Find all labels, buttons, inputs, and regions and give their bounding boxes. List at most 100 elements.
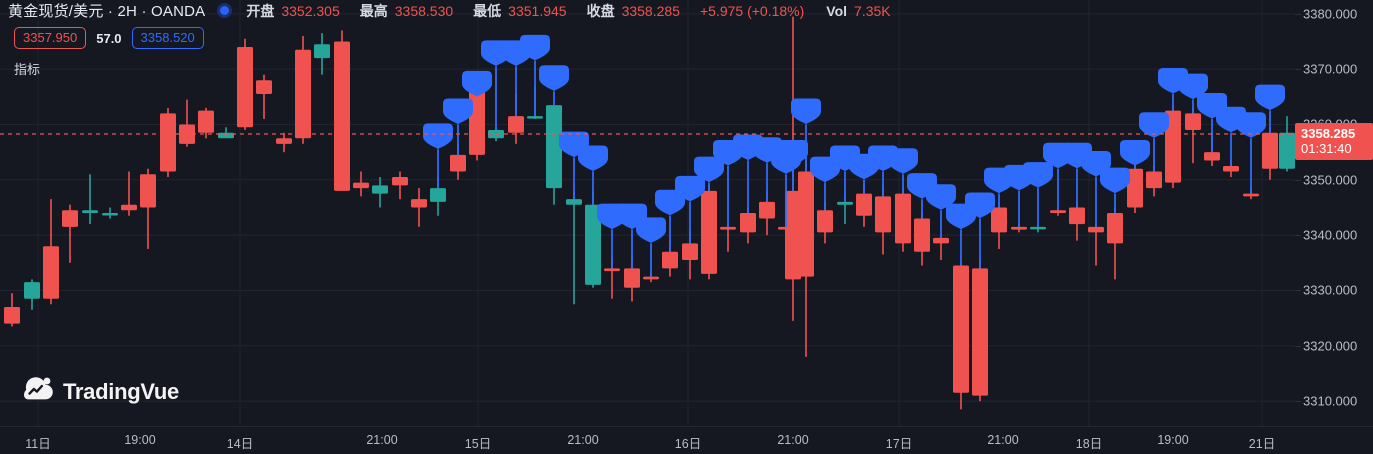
candle[interactable]	[798, 160, 814, 357]
candle[interactable]	[953, 262, 969, 410]
candle[interactable]	[160, 107, 176, 178]
candle[interactable]	[295, 35, 311, 144]
candle[interactable]	[1279, 116, 1295, 172]
candle[interactable]	[121, 171, 137, 216]
candle[interactable]	[701, 185, 717, 280]
candle-body	[1262, 132, 1278, 169]
marker-shield	[888, 148, 918, 175]
signal-marker[interactable]	[539, 65, 569, 106]
candle[interactable]	[276, 132, 292, 153]
signal-marker[interactable]	[1236, 112, 1266, 194]
signal-marker[interactable]	[675, 175, 705, 244]
signal-marker[interactable]	[578, 145, 608, 205]
candle[interactable]	[353, 171, 369, 197]
signal-marker[interactable]	[752, 137, 782, 202]
candle-body	[740, 213, 756, 233]
candle[interactable]	[546, 105, 562, 205]
candle-body	[1050, 210, 1066, 213]
candle[interactable]	[411, 188, 427, 227]
candle[interactable]	[102, 207, 118, 219]
candle-body	[121, 204, 137, 211]
cloud-chart-icon	[24, 376, 54, 407]
signal-marker[interactable]	[778, 139, 808, 191]
candle[interactable]	[24, 279, 40, 310]
candle[interactable]	[895, 188, 911, 252]
signal-marker[interactable]	[694, 156, 724, 191]
candle[interactable]	[1165, 105, 1181, 189]
candle-body	[1146, 171, 1162, 189]
signal-marker[interactable]	[636, 217, 666, 277]
signal-marker[interactable]	[443, 98, 473, 155]
candle[interactable]	[218, 127, 234, 139]
candle[interactable]	[1127, 163, 1143, 213]
marker-shield	[926, 184, 956, 211]
candle-body	[643, 276, 659, 280]
candle[interactable]	[4, 293, 20, 327]
signal-marker[interactable]	[1255, 84, 1285, 133]
candle-body	[682, 243, 698, 261]
candle[interactable]	[82, 174, 98, 225]
candle-body	[256, 80, 272, 95]
signal-marker[interactable]	[423, 123, 453, 189]
bar-countdown: 01:31:40	[1301, 140, 1352, 156]
signal-marker[interactable]	[462, 70, 492, 97]
candlestick-svg[interactable]	[0, 0, 1295, 426]
candle[interactable]	[43, 199, 59, 305]
signal-marker[interactable]	[965, 192, 995, 269]
candle[interactable]	[314, 33, 330, 75]
signal-marker[interactable]	[520, 34, 550, 117]
marker-shield	[1023, 162, 1053, 189]
candle[interactable]	[140, 168, 156, 249]
time-tick-label: 19:00	[124, 433, 156, 447]
candle[interactable]	[914, 213, 930, 266]
candle-body	[4, 307, 20, 324]
time-tick-label: 21:00	[987, 433, 1019, 447]
signal-marker[interactable]	[1081, 151, 1111, 227]
candle-body	[237, 47, 253, 128]
candle[interactable]	[1069, 201, 1085, 241]
candle[interactable]	[392, 171, 408, 200]
marker-shield	[655, 189, 685, 216]
price-axis[interactable]: 3358.285 01:31:40 3380.0003370.0003360.0…	[1295, 0, 1373, 426]
candle[interactable]	[566, 190, 582, 305]
signal-marker[interactable]	[888, 148, 918, 194]
time-tick-label: 17日	[885, 437, 913, 451]
signal-marker[interactable]	[926, 184, 956, 238]
candle-body	[1185, 113, 1201, 131]
candle[interactable]	[1107, 207, 1123, 280]
signal-marker[interactable]	[655, 189, 685, 252]
candle[interactable]	[256, 74, 272, 119]
signal-marker[interactable]	[1120, 139, 1150, 169]
candle[interactable]	[585, 190, 601, 288]
candle[interactable]	[972, 260, 988, 402]
signal-marker[interactable]	[791, 98, 821, 172]
candle[interactable]	[1088, 224, 1104, 266]
candle-body	[295, 49, 311, 139]
candle[interactable]	[1262, 127, 1278, 180]
candle-body	[527, 116, 543, 119]
candle[interactable]	[991, 201, 1007, 249]
signal-marker[interactable]	[1023, 162, 1053, 227]
candle[interactable]	[62, 204, 78, 263]
signal-marker[interactable]	[1100, 167, 1130, 213]
candle[interactable]	[237, 38, 253, 131]
candle[interactable]	[720, 224, 736, 252]
time-tick-label: 11日	[25, 437, 51, 451]
candle-body	[430, 188, 446, 202]
candle[interactable]	[933, 235, 949, 261]
signal-marker[interactable]	[1139, 112, 1169, 172]
candle[interactable]	[875, 185, 891, 255]
candle[interactable]	[740, 207, 756, 244]
candle[interactable]	[372, 177, 388, 208]
candle-body	[759, 201, 775, 219]
time-axis[interactable]: 11日 19:00 14日 21:00 15日 21:00 16日 21:00 17日 21:00…	[0, 426, 1373, 454]
candle[interactable]	[179, 99, 195, 147]
candle[interactable]	[334, 30, 350, 191]
candle-body	[314, 44, 330, 59]
candle-body	[508, 116, 524, 133]
candle[interactable]	[1185, 107, 1201, 164]
marker-shield	[694, 156, 724, 183]
candle-body	[875, 196, 891, 233]
candle[interactable]	[198, 107, 214, 139]
chart-plot-area[interactable]	[0, 0, 1295, 426]
